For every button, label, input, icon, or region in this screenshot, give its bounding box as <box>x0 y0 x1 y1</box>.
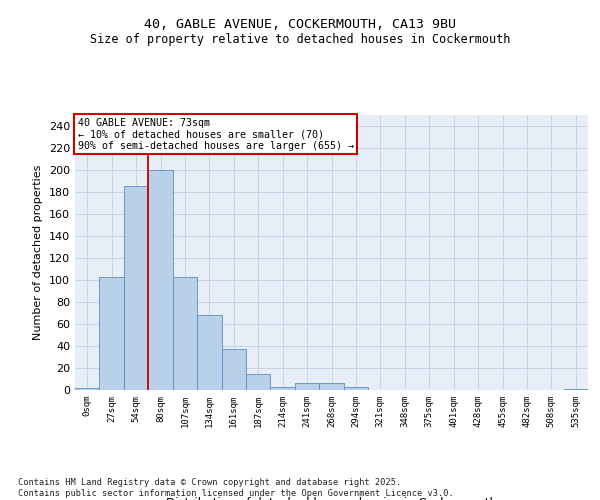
Text: 40, GABLE AVENUE, COCKERMOUTH, CA13 9BU: 40, GABLE AVENUE, COCKERMOUTH, CA13 9BU <box>144 18 456 30</box>
Text: Contains HM Land Registry data © Crown copyright and database right 2025.
Contai: Contains HM Land Registry data © Crown c… <box>18 478 454 498</box>
Bar <box>75 388 100 390</box>
Bar <box>100 276 124 390</box>
Bar <box>319 384 344 390</box>
Text: 40 GABLE AVENUE: 73sqm
← 10% of detached houses are smaller (70)
90% of semi-det: 40 GABLE AVENUE: 73sqm ← 10% of detached… <box>77 118 353 151</box>
X-axis label: Distribution of detached houses by size in Cockermouth: Distribution of detached houses by size … <box>166 496 497 500</box>
Bar <box>197 315 221 390</box>
Bar <box>173 276 197 390</box>
Bar <box>124 186 148 390</box>
Y-axis label: Number of detached properties: Number of detached properties <box>34 165 43 340</box>
Bar <box>271 386 295 390</box>
Bar <box>221 350 246 390</box>
Bar <box>344 386 368 390</box>
Bar <box>148 170 173 390</box>
Text: Size of property relative to detached houses in Cockermouth: Size of property relative to detached ho… <box>90 32 510 46</box>
Bar <box>246 374 271 390</box>
Bar <box>295 384 319 390</box>
Bar <box>563 389 588 390</box>
